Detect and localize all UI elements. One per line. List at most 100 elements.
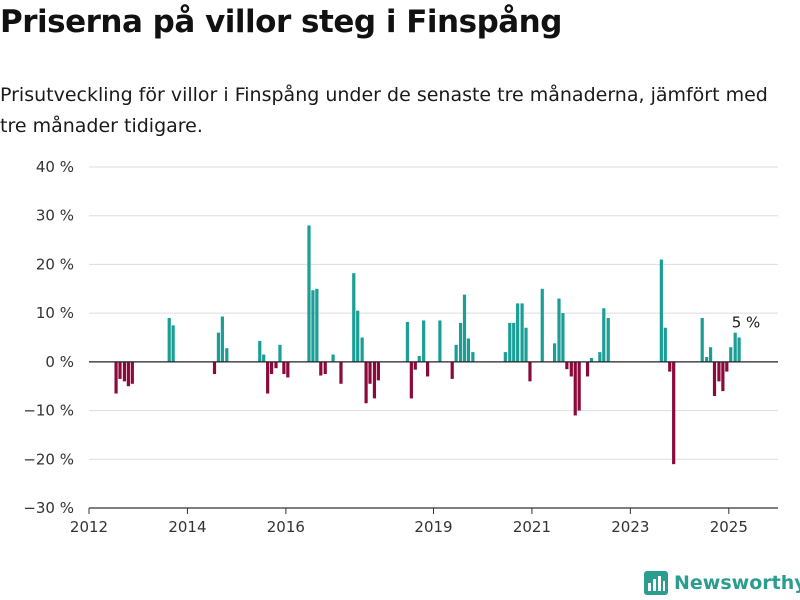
bar bbox=[368, 361, 372, 384]
bar bbox=[512, 322, 516, 362]
bar bbox=[466, 338, 471, 362]
bar bbox=[438, 320, 442, 362]
bar bbox=[524, 327, 528, 362]
y-tick-label: 20 % bbox=[36, 255, 74, 273]
bar bbox=[413, 361, 417, 370]
bar bbox=[552, 343, 557, 362]
bar bbox=[708, 347, 713, 362]
x-tick-label: 2021 bbox=[513, 518, 551, 536]
bar bbox=[462, 294, 467, 362]
bar bbox=[569, 361, 573, 377]
bar bbox=[561, 313, 565, 362]
bar bbox=[114, 361, 118, 394]
bar bbox=[672, 361, 676, 465]
bar bbox=[520, 303, 524, 362]
bar bbox=[126, 361, 130, 387]
bar bbox=[663, 327, 667, 362]
bar bbox=[721, 361, 725, 392]
bar bbox=[311, 290, 315, 362]
bar bbox=[130, 361, 134, 384]
bar bbox=[458, 322, 463, 362]
bar bbox=[339, 361, 343, 384]
bar bbox=[286, 361, 290, 378]
x-tick-label: 2014 bbox=[168, 518, 206, 536]
bar bbox=[409, 361, 413, 399]
bar bbox=[269, 361, 274, 375]
bar bbox=[262, 354, 266, 362]
x-tick-label: 2019 bbox=[414, 518, 452, 536]
bar bbox=[606, 318, 610, 362]
bar bbox=[528, 361, 532, 382]
bar bbox=[737, 337, 741, 362]
bar bbox=[454, 344, 458, 362]
chart-title: Priserna på villor steg i Finspång bbox=[0, 4, 562, 40]
bar bbox=[602, 308, 606, 362]
bar bbox=[503, 352, 507, 362]
bar bbox=[508, 322, 512, 362]
bar bbox=[659, 259, 663, 362]
bar bbox=[118, 361, 122, 379]
bar bbox=[258, 340, 262, 362]
bar bbox=[700, 318, 704, 362]
bar bbox=[225, 348, 229, 362]
bar bbox=[323, 361, 327, 375]
chart-subtitle: Prisutveckling för villor i Finspång und… bbox=[0, 84, 768, 137]
bar bbox=[216, 332, 221, 362]
bar bbox=[274, 361, 278, 369]
y-tick-label: 0 % bbox=[45, 353, 74, 371]
bar bbox=[376, 361, 380, 381]
bar bbox=[278, 344, 282, 362]
y-tick-label: −10 % bbox=[23, 402, 74, 420]
bar bbox=[122, 361, 127, 382]
latest-value-label: 5 % bbox=[732, 314, 761, 332]
bar bbox=[266, 361, 270, 394]
bar bbox=[585, 361, 590, 377]
bar bbox=[725, 361, 729, 372]
bar bbox=[540, 288, 544, 362]
bar bbox=[577, 361, 581, 411]
bar bbox=[360, 337, 364, 362]
bar bbox=[729, 347, 733, 362]
x-tick-label: 2012 bbox=[70, 518, 108, 536]
bar bbox=[220, 316, 224, 362]
bar bbox=[565, 361, 569, 370]
bar bbox=[516, 303, 520, 362]
bar bbox=[712, 361, 717, 396]
bar bbox=[315, 288, 319, 362]
gridlines bbox=[89, 166, 778, 460]
bar bbox=[668, 361, 672, 372]
bar bbox=[171, 325, 175, 362]
bar bbox=[212, 361, 217, 375]
bar bbox=[450, 361, 454, 379]
x-tick-label: 2025 bbox=[710, 518, 748, 536]
bar bbox=[352, 273, 356, 362]
newsworthy-logo-icon bbox=[644, 571, 668, 595]
bar bbox=[319, 361, 323, 376]
bar bbox=[364, 361, 368, 404]
bar bbox=[422, 320, 426, 362]
bar bbox=[471, 352, 475, 362]
y-tick-label: 10 % bbox=[36, 304, 74, 322]
bar bbox=[557, 298, 561, 362]
y-tick-label: −30 % bbox=[23, 499, 74, 517]
bar bbox=[372, 361, 377, 399]
bar bbox=[282, 361, 286, 375]
bar bbox=[589, 357, 594, 362]
x-tick-label: 2023 bbox=[611, 518, 649, 536]
y-axis-tick-labels: −30 % −20 % −10 % 0 % 10 % 20 % 30 % 40 % bbox=[23, 158, 74, 517]
bar bbox=[307, 225, 311, 362]
bar bbox=[331, 354, 335, 362]
bar bbox=[705, 356, 709, 362]
y-tick-label: 40 % bbox=[36, 158, 74, 176]
y-tick-label: −20 % bbox=[23, 450, 74, 468]
bar bbox=[717, 361, 721, 382]
newsworthy-logo-text: Newsworthy bbox=[674, 572, 800, 594]
bar bbox=[733, 332, 737, 362]
bar bbox=[417, 356, 421, 362]
x-tick-label: 2016 bbox=[267, 518, 305, 536]
bar bbox=[598, 352, 602, 362]
bar bbox=[573, 361, 577, 416]
bar bbox=[167, 318, 171, 362]
bar bbox=[356, 310, 360, 362]
